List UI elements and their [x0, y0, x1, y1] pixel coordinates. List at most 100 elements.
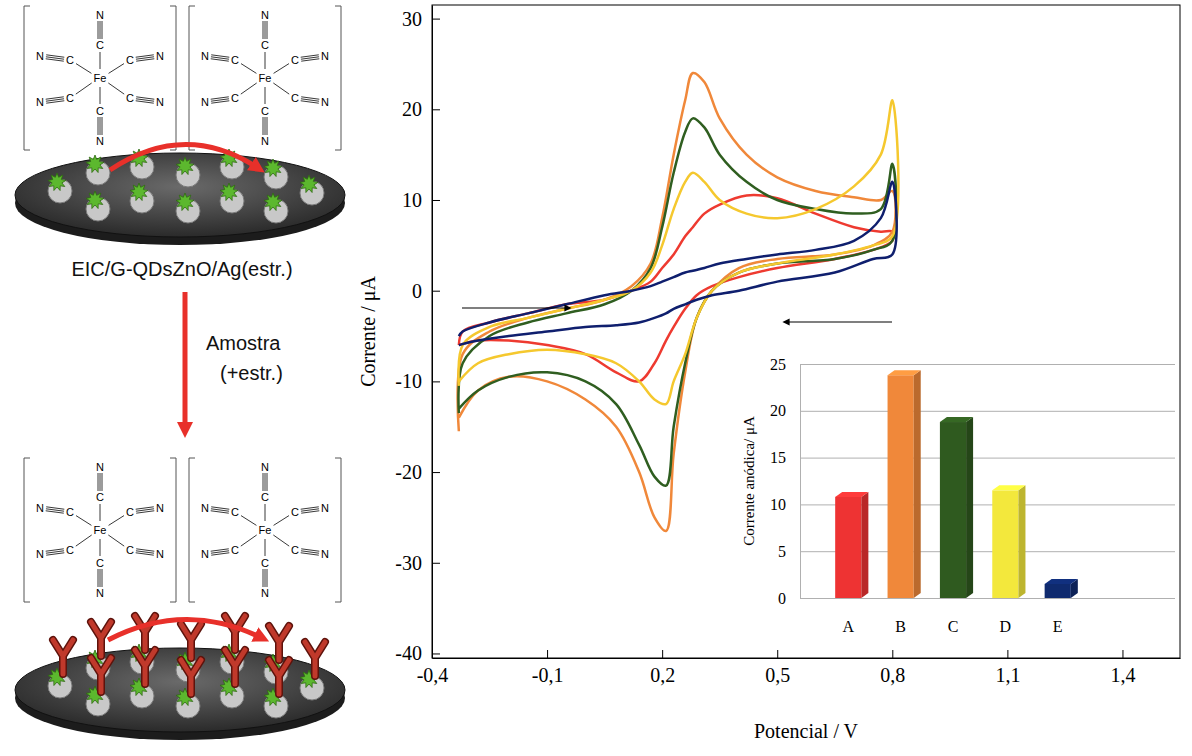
bar-top: [940, 417, 973, 422]
bond: [46, 97, 64, 99]
cv-curve: [459, 195, 894, 382]
bond: [265, 539, 266, 556]
x-tick-label: -0,1: [532, 664, 564, 686]
antibody: [225, 650, 245, 684]
y-axis: -40-30-20-100102030: [395, 6, 440, 665]
x-axis-title: Potencial / V: [754, 720, 859, 742]
antibody-outline: [91, 658, 111, 692]
x-tick-mark: [777, 650, 778, 658]
atom-label: C: [66, 92, 74, 104]
bond: [265, 52, 266, 69]
quantum-dot: [130, 183, 148, 201]
step-label: (+estr.): [220, 362, 283, 384]
antibody-outline: [269, 626, 289, 660]
y-tick-label: -40: [395, 642, 422, 664]
bond: [301, 59, 319, 61]
bar: [888, 375, 914, 598]
bond: [109, 516, 124, 526]
bar-top: [835, 492, 868, 497]
y-tick-label: -30: [395, 552, 422, 574]
quantum-dot: [48, 173, 66, 191]
antibody-outline: [225, 616, 245, 650]
bond: [46, 549, 64, 551]
atom-label: C: [231, 92, 239, 104]
quantum-dot: [300, 175, 318, 193]
bond: [136, 59, 154, 61]
bond: [136, 511, 154, 513]
bond: [263, 569, 264, 587]
atom-label: N: [96, 587, 104, 599]
atom-label: C: [96, 105, 104, 117]
figure: CNCNCNCNCNCNFeCNCNCNCNCNCNFeEIC/G-QDsZnO…: [0, 0, 1192, 756]
inset-y-tick: 25: [770, 356, 1175, 373]
step-arrow: [183, 292, 188, 430]
bond: [274, 64, 289, 74]
y-tick-mark: [432, 381, 440, 382]
x-tick: 1,4: [1110, 650, 1135, 686]
inset-x-tick-label: B: [895, 618, 906, 635]
metal-label: Fe: [94, 524, 107, 536]
quantum-dot: [220, 183, 238, 201]
atom-label: N: [36, 50, 44, 62]
atom-label: C: [291, 544, 299, 556]
atom-label: N: [156, 50, 164, 62]
cv-curve: [458, 100, 898, 404]
atom-label: C: [96, 491, 104, 503]
inset-y-tick-mark: [800, 458, 1175, 459]
bond: [301, 553, 319, 555]
schematic: CNCNCNCNCNCNFeCNCNCNCNCNCNFeEIC/G-QDsZnO…: [15, 6, 345, 740]
inset-x-tick-label: D: [1000, 618, 1012, 635]
bar-top: [992, 485, 1025, 490]
atom-label: C: [96, 39, 104, 51]
atom-label: N: [321, 548, 329, 560]
atom-label: N: [36, 96, 44, 108]
antibody-body: [135, 650, 155, 684]
atom-label: C: [66, 544, 74, 556]
y-tick-label: 10: [402, 189, 422, 211]
antibody: [269, 626, 289, 660]
quantum-dot: [176, 157, 194, 175]
cv-chart: -0,4-0,10,20,50,81,11,4-40-30-20-1001020…: [357, 5, 1181, 742]
inset-x-tick-label: E: [1053, 618, 1063, 635]
atom-label: C: [261, 491, 269, 503]
quantum-dot: [86, 191, 104, 209]
antibody-body: [225, 616, 245, 650]
y-tick: -20: [395, 461, 440, 483]
antibody: [181, 624, 201, 658]
metal-label: Fe: [259, 524, 272, 536]
bond: [301, 511, 319, 513]
antibody-body: [53, 640, 73, 674]
quantum-dot: [176, 193, 194, 211]
cv-curve: [459, 182, 897, 345]
antibody: [91, 658, 111, 692]
y-tick: 0: [412, 280, 440, 302]
cv-curves: [458, 73, 899, 531]
inset-y-tick-mark: [800, 598, 1175, 599]
x-axis-line: [433, 658, 1181, 659]
bracket: [24, 458, 30, 602]
x-tick-mark: [892, 650, 893, 658]
atom-label: N: [36, 548, 44, 560]
bond: [267, 21, 268, 39]
bar: [1045, 584, 1071, 598]
antibody-outline: [135, 650, 155, 684]
bond: [273, 83, 289, 94]
quantum-dot: [264, 159, 282, 177]
bond: [265, 87, 266, 104]
scan-direction-arrow: [462, 307, 568, 308]
y-tick-label: 30: [402, 8, 422, 30]
y-tick-label: 20: [402, 98, 422, 120]
y-tick-label: -20: [395, 461, 422, 483]
antibody-outline: [269, 660, 289, 694]
y-tick-mark: [432, 472, 440, 473]
bond: [100, 473, 101, 491]
atom-label: N: [261, 461, 269, 473]
x-tick-mark: [1007, 650, 1008, 658]
atom-label: N: [201, 50, 209, 62]
bond: [102, 117, 103, 135]
metal-label: Fe: [94, 72, 107, 84]
atom-label: N: [201, 548, 209, 560]
atom-label: C: [126, 506, 134, 518]
atom-label: C: [291, 92, 299, 104]
antibody-outline: [181, 624, 201, 658]
